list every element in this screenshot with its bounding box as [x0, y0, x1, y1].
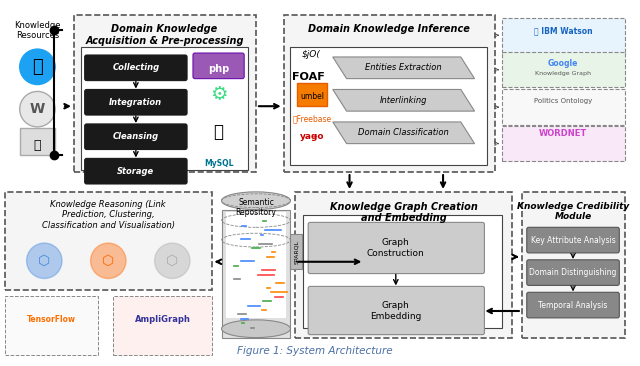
Bar	[303, 214, 502, 328]
Text: Politics Ontology: Politics Ontology	[534, 98, 592, 104]
Text: Key Attribute Analysis: Key Attribute Analysis	[531, 236, 616, 244]
Text: 🐍: 🐍	[214, 123, 223, 141]
Text: Google: Google	[548, 59, 579, 68]
Text: 🐦: 🐦	[32, 58, 43, 76]
Text: +: +	[311, 134, 317, 140]
FancyBboxPatch shape	[308, 223, 484, 273]
Text: Domain Knowledge Inference: Domain Knowledge Inference	[308, 25, 470, 34]
Bar	[296, 192, 512, 337]
Text: Domain Knowledge
Acquisition & Pre-processing: Domain Knowledge Acquisition & Pre-proce…	[85, 25, 244, 46]
Bar	[502, 89, 625, 125]
Circle shape	[91, 243, 126, 279]
Polygon shape	[333, 122, 475, 143]
Text: 📰: 📰	[34, 139, 41, 152]
Text: Entities Extraction: Entities Extraction	[365, 63, 442, 72]
Bar	[221, 210, 291, 337]
Bar	[291, 234, 302, 269]
Text: Semantic
Repository: Semantic Repository	[236, 198, 276, 217]
Text: $jO(: $jO(	[301, 49, 321, 59]
Bar	[20, 128, 55, 156]
Text: FOAF: FOAF	[292, 72, 324, 82]
Text: Figure 1: System Architecture: Figure 1: System Architecture	[237, 346, 393, 356]
Text: SPARQL: SPARQL	[294, 240, 299, 264]
Ellipse shape	[221, 320, 291, 337]
Bar	[291, 47, 488, 165]
Text: Interlinking: Interlinking	[380, 96, 428, 105]
Text: ⫎Freebase: ⫎Freebase	[292, 115, 332, 123]
Text: MySQL: MySQL	[204, 159, 234, 168]
Text: ⬡: ⬡	[38, 254, 51, 268]
Text: Knowledge Credibility
Module: Knowledge Credibility Module	[517, 202, 629, 221]
Text: Graph
Construction: Graph Construction	[367, 238, 425, 258]
Bar	[502, 18, 625, 53]
Text: Integration: Integration	[109, 98, 163, 107]
Text: Knowledge Reasoning (Link
Prediction, Clustering,
Classification and Visualisati: Knowledge Reasoning (Link Prediction, Cl…	[42, 200, 175, 229]
Polygon shape	[333, 57, 475, 79]
Text: Knowledge Graph Creation
and Embedding: Knowledge Graph Creation and Embedding	[330, 202, 477, 223]
FancyBboxPatch shape	[527, 227, 620, 253]
Text: Knowledge Graph: Knowledge Graph	[535, 71, 591, 76]
Circle shape	[155, 243, 190, 279]
Bar	[522, 192, 625, 337]
Bar	[5, 296, 99, 355]
FancyBboxPatch shape	[527, 260, 620, 285]
Polygon shape	[333, 89, 475, 111]
Bar	[502, 52, 625, 87]
Text: 🌐 IBM Watson: 🌐 IBM Watson	[534, 26, 593, 35]
FancyBboxPatch shape	[84, 55, 187, 81]
FancyBboxPatch shape	[308, 286, 484, 335]
Text: Collecting: Collecting	[112, 63, 159, 72]
Text: Storage: Storage	[117, 167, 154, 176]
Circle shape	[20, 92, 55, 127]
Text: ⚙: ⚙	[210, 85, 227, 104]
Text: yago: yago	[300, 132, 324, 141]
Bar	[74, 15, 256, 172]
Bar	[81, 47, 248, 170]
FancyBboxPatch shape	[527, 292, 620, 318]
Text: ⬡: ⬡	[102, 254, 115, 268]
Text: Domain Classification: Domain Classification	[358, 128, 449, 137]
FancyBboxPatch shape	[193, 53, 244, 79]
Circle shape	[20, 49, 55, 85]
Text: TensorFlow: TensorFlow	[27, 315, 76, 324]
Bar	[227, 212, 285, 318]
Bar	[113, 296, 212, 355]
Text: Knowledge
Resources: Knowledge Resources	[14, 20, 61, 40]
Text: Temporal Analysis: Temporal Analysis	[538, 300, 608, 310]
FancyBboxPatch shape	[84, 89, 187, 115]
Circle shape	[27, 243, 62, 279]
Bar	[298, 83, 327, 106]
Text: Graph
Embedding: Graph Embedding	[370, 301, 422, 321]
Ellipse shape	[221, 192, 291, 210]
Text: php: php	[208, 64, 229, 74]
Text: WORDNET: WORDNET	[539, 129, 588, 138]
Bar	[284, 15, 495, 172]
Text: ⬡: ⬡	[166, 254, 179, 268]
Text: AmpliGraph: AmpliGraph	[134, 315, 190, 324]
Bar	[5, 192, 212, 290]
FancyBboxPatch shape	[84, 124, 187, 150]
Text: Cleansing: Cleansing	[113, 132, 159, 141]
Text: umbel: umbel	[300, 92, 324, 101]
Text: Domain Distinguishing: Domain Distinguishing	[529, 268, 617, 277]
Text: W: W	[30, 102, 45, 116]
FancyBboxPatch shape	[84, 158, 187, 184]
Bar	[502, 126, 625, 161]
